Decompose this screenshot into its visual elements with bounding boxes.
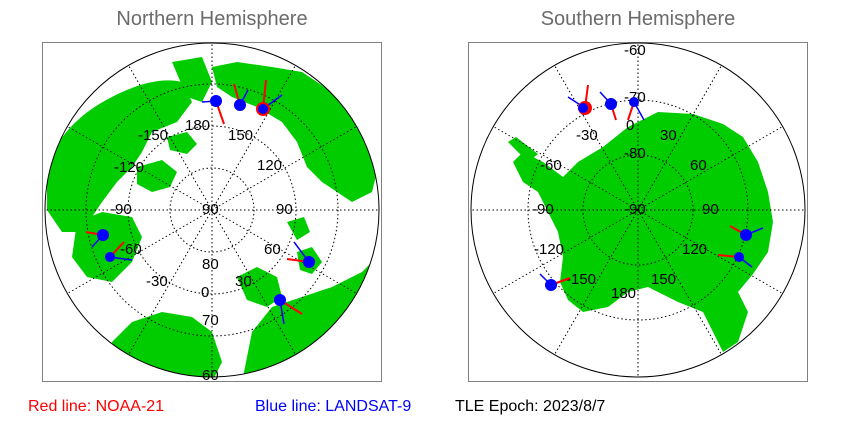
south-lon-label-30: 30 (660, 127, 677, 144)
south-lon-labels: 0 30 60 90 120 150 180 -150 -120 -90 -60… (532, 117, 719, 302)
north-lon-label-30: 30 (235, 273, 252, 290)
north-lat-label-80: 80 (202, 256, 219, 273)
north-lon-label-m120: -120 (114, 159, 144, 176)
south-lon-label-m120: -120 (534, 241, 564, 258)
south-pass-3 (627, 97, 645, 121)
north-lon-label-60: 60 (264, 241, 281, 258)
south-landmasses (508, 112, 773, 352)
north-pass-4 (85, 229, 109, 248)
south-pass-6 (539, 273, 571, 291)
north-lon-label-120: 120 (257, 157, 282, 174)
south-lat-label-m90: -90 (624, 201, 646, 218)
south-panel-title: Southern Hemisphere (540, 8, 736, 30)
north-lon-label-180: 180 (185, 117, 210, 134)
landmass-arctic-archipelago (137, 160, 177, 192)
north-pass-6 (286, 241, 315, 268)
landmass-arctic-islands (167, 132, 197, 154)
south-lon-label-60: 60 (690, 157, 707, 174)
landmass-greenland (72, 212, 142, 282)
landmass-north-america (47, 80, 192, 232)
legend-landsat-9: Blue line: LANDSAT-9 (255, 398, 412, 415)
tle-epoch-label: TLE Epoch: 2023/8/7 (455, 398, 606, 415)
south-satellite-markers (539, 84, 764, 291)
north-lon-label-m150: -150 (138, 127, 168, 144)
south-lon-label-m60: -60 (540, 157, 562, 174)
north-lon-label-m90: -90 (110, 201, 132, 218)
south-lon-label-m90: -90 (532, 201, 554, 218)
south-graticule (471, 43, 805, 377)
south-lon-label-90: 90 (702, 201, 719, 218)
north-map-boundary (44, 42, 380, 378)
south-polar-map: 0 30 60 90 120 150 180 -150 -120 -90 -60… (468, 42, 808, 382)
legend-noaa-21: Red line: NOAA-21 (28, 398, 165, 415)
north-graticule (45, 43, 379, 377)
south-pass-1 (567, 84, 592, 115)
landmass-antarctic-peninsula (508, 137, 538, 162)
north-satellite-markers (85, 79, 315, 325)
south-pass-5 (717, 252, 753, 268)
landmass-alaska (172, 57, 212, 102)
north-lat-label-60: 60 (202, 367, 219, 382)
south-map-boundary (470, 42, 806, 378)
north-lat-label-70: 70 (202, 312, 219, 329)
landmass-scandinavia (237, 267, 282, 307)
south-lon-label-120: 120 (682, 241, 707, 258)
north-panel-title: Northern Hemisphere (116, 8, 308, 30)
north-lon-label-0: 0 (201, 284, 209, 301)
south-pass-4 (729, 225, 764, 241)
north-pass-7 (274, 294, 303, 325)
landmass-svalbard (287, 217, 310, 240)
north-lon-label-m30: -30 (146, 273, 168, 290)
north-lat-labels: 90 80 70 60 (202, 201, 219, 382)
north-pass-5 (105, 241, 133, 262)
north-lon-labels: 180 150 120 90 60 30 0 -30 -60 -90 -120 … (110, 117, 293, 301)
north-lon-label-m60: -60 (120, 241, 142, 258)
south-lat-label-m60: -60 (624, 42, 646, 59)
south-lon-label-0: 0 (626, 117, 634, 134)
south-lon-label-180: 180 (611, 285, 636, 302)
north-polar-map: 180 150 120 90 60 30 0 -30 -60 -90 -120 … (42, 42, 382, 382)
landmass-antarctica (513, 112, 773, 352)
north-lon-label-150: 150 (228, 127, 253, 144)
north-lon-label-90: 90 (276, 201, 293, 218)
north-pass-3 (256, 79, 283, 116)
north-lat-label-90: 90 (202, 201, 219, 218)
south-lon-label-m150: -150 (566, 271, 596, 288)
south-lon-label-150: 150 (651, 271, 676, 288)
south-pass-2 (599, 91, 617, 121)
south-lon-label-m30: -30 (576, 127, 598, 144)
north-pass-1 (201, 95, 225, 125)
south-lat-label-m80: -80 (624, 145, 646, 162)
north-pass-2 (233, 83, 249, 111)
